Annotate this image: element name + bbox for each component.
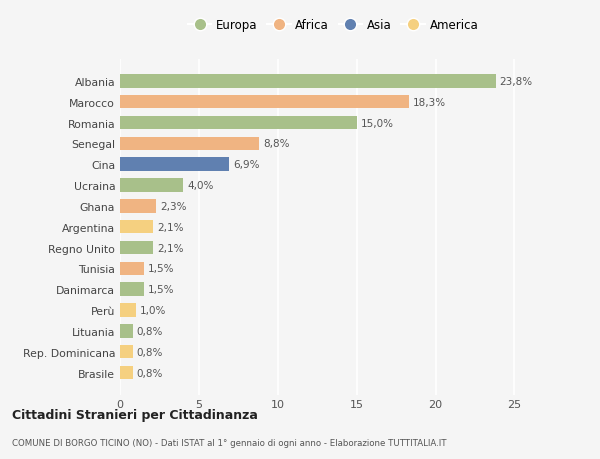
Text: 8,8%: 8,8%: [263, 139, 289, 149]
Text: Cittadini Stranieri per Cittadinanza: Cittadini Stranieri per Cittadinanza: [12, 408, 258, 421]
Bar: [120, 262, 143, 275]
Bar: [120, 220, 153, 234]
Bar: [120, 345, 133, 359]
Text: 1,5%: 1,5%: [148, 264, 174, 274]
Bar: [120, 241, 153, 255]
Text: 1,5%: 1,5%: [148, 285, 174, 295]
Bar: [120, 200, 156, 213]
Bar: [120, 303, 136, 317]
Bar: [120, 95, 409, 109]
Text: 2,3%: 2,3%: [160, 202, 187, 212]
Text: 23,8%: 23,8%: [499, 77, 533, 87]
Bar: [120, 179, 183, 192]
Text: 18,3%: 18,3%: [413, 97, 446, 107]
Text: 6,9%: 6,9%: [233, 160, 259, 170]
Bar: [120, 137, 259, 151]
Text: 1,0%: 1,0%: [140, 305, 166, 315]
Bar: [120, 325, 133, 338]
Text: 0,8%: 0,8%: [137, 347, 163, 357]
Bar: [120, 366, 133, 380]
Legend: Europa, Africa, Asia, America: Europa, Africa, Asia, America: [184, 15, 482, 35]
Text: 0,8%: 0,8%: [137, 368, 163, 378]
Text: 15,0%: 15,0%: [361, 118, 394, 128]
Text: 4,0%: 4,0%: [187, 181, 214, 190]
Text: 0,8%: 0,8%: [137, 326, 163, 336]
Bar: [120, 283, 143, 297]
Text: 2,1%: 2,1%: [157, 222, 184, 232]
Bar: [120, 117, 356, 130]
Text: COMUNE DI BORGO TICINO (NO) - Dati ISTAT al 1° gennaio di ogni anno - Elaborazio: COMUNE DI BORGO TICINO (NO) - Dati ISTAT…: [12, 438, 446, 447]
Bar: [120, 158, 229, 172]
Bar: [120, 75, 496, 89]
Text: 2,1%: 2,1%: [157, 243, 184, 253]
